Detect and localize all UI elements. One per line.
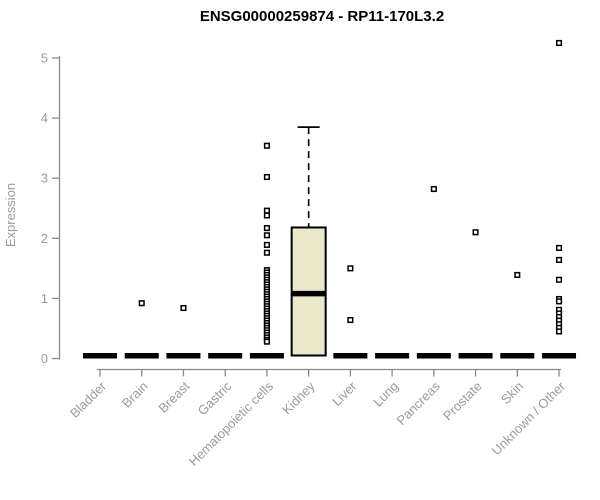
y-tick-label: 1 [41,291,48,306]
outlier-point [263,142,270,149]
y-tick-label: 3 [41,171,48,186]
outlier-point [347,316,354,324]
outlier-point [555,298,563,305]
outlier-point [138,300,145,307]
outlier-point [263,207,270,214]
x-tick-label-brain: Brain [119,379,151,411]
boxplot-breast [166,304,201,359]
outlier-point [555,276,563,283]
boxplot-prostate [458,229,493,359]
boxplot-hematopoietic-cells [249,142,284,359]
x-tick-label-lung: Lung [370,379,401,410]
outlier-point [555,39,563,47]
outlier-point [472,229,479,236]
outlier-point [263,249,270,256]
x-tick-label-breast: Breast [155,378,192,415]
x-tick-label-unknown-other: Unknown / Other [489,378,569,458]
outlier-point [263,212,270,219]
outlier-point [263,241,270,248]
outlier-point [555,256,563,263]
boxplot-liver [333,265,368,359]
outlier-point [347,265,354,272]
x-tick-label-pancreas: Pancreas [394,378,444,428]
outlier-point [263,232,270,239]
outlier-point [430,185,437,193]
y-tick-label: 5 [41,51,48,66]
chart-title: ENSG00000259874 - RP11-170L3.2 [199,8,445,25]
y-tick-label: 2 [41,231,48,246]
boxplot-brain [124,300,159,359]
outlier-point [555,328,563,335]
outlier-point [263,225,270,232]
outlier-point [514,271,521,279]
outlier-point [180,304,187,312]
x-tick-label-liver: Liver [329,378,360,409]
x-tick-label-skin: Skin [498,379,526,407]
boxplot-pancreas [416,185,451,359]
outlier-point [555,244,563,251]
boxplot-unknown-other [542,39,577,359]
x-tick-label-bladder: Bladder [67,378,110,421]
boxplot-skin [500,271,535,359]
x-tick-label-kidney: Kidney [279,378,318,417]
outlier-point [263,338,270,345]
x-tick-label-prostate: Prostate [440,379,485,424]
x-tick-label-gastric: Gastric [195,378,235,418]
y-axis-title: Expression [3,183,18,247]
y-tick-label: 4 [41,111,48,126]
outlier-point [263,173,270,181]
y-tick-label: 0 [41,351,48,366]
boxplot-kidney [290,126,327,357]
